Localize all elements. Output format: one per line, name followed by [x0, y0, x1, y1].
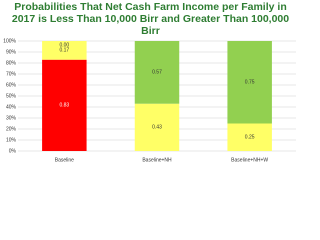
x-tick-label: Baseline+NH+W	[231, 157, 268, 163]
bar-segment	[227, 123, 272, 151]
data-label: 0.57	[152, 70, 162, 76]
y-tick-label: 80%	[6, 60, 17, 66]
data-label: 0.83	[59, 103, 69, 109]
data-label: 0.75	[245, 80, 255, 86]
data-label: 0.25	[245, 135, 255, 141]
bar-segment	[227, 41, 272, 124]
chart: 0% 10% 20% 30% 40% 50% 60% 70% 80% 90% 100% Baselin…	[3, 38, 296, 163]
y-tick-label: 90%	[6, 49, 17, 55]
y-tick-label: 100%	[3, 38, 16, 44]
page: Probabilities That Net Cash Farm Income …	[3, 1, 296, 164]
data-label: 0.17	[59, 48, 69, 54]
x-tick-label: Baseline+NH	[142, 157, 172, 163]
data-label: 0.43	[152, 125, 162, 131]
y-tick-label: 50%	[6, 93, 17, 99]
y-tick-label: 0%	[9, 148, 17, 154]
data-label: 0.00	[59, 42, 69, 48]
y-tick-label: 20%	[6, 126, 17, 132]
y-tick-label: 40%	[6, 104, 17, 110]
bar-segment	[42, 59, 87, 152]
y-tick-label: 70%	[6, 71, 17, 77]
chart-title: Probabilities That Net Cash Farm Income …	[11, 1, 290, 37]
bar-segment	[134, 41, 180, 104]
y-tick-label: 30%	[6, 115, 17, 121]
bar-segment	[134, 103, 180, 151]
x-tick-label: Baseline	[55, 157, 74, 163]
bar-segment	[42, 41, 87, 60]
y-tick-label: 60%	[6, 82, 17, 88]
y-tick-label: 10%	[6, 137, 17, 143]
